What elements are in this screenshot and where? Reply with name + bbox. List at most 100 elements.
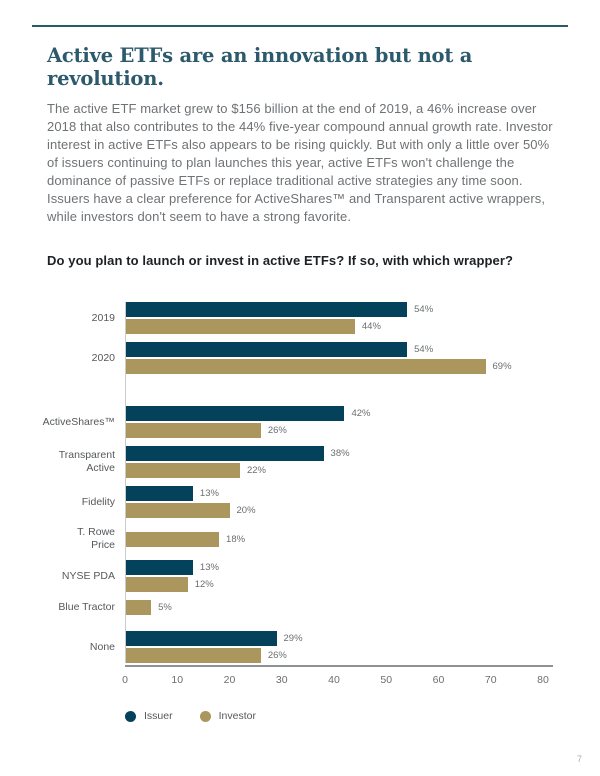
bar-investor	[125, 359, 486, 374]
x-tick-label: 20	[223, 674, 236, 686]
bar-value-label: 18%	[226, 533, 246, 545]
bar-line: 22%	[125, 463, 560, 478]
chart-row: Blue Tractor 5%	[37, 600, 560, 615]
bar-issuer	[125, 631, 277, 646]
bar-issuer	[125, 486, 193, 501]
chart-row: 2020 54% 69%	[37, 342, 560, 374]
bar-group: 18%	[125, 531, 560, 547]
chart-question: Do you plan to launch or invest in activ…	[47, 253, 514, 268]
bar-group: 54% 69%	[125, 342, 560, 374]
y-axis-line	[125, 302, 126, 663]
bar-value-label: 42%	[351, 408, 371, 419]
bar-investor	[125, 648, 261, 663]
category-label: ActiveShares™	[42, 415, 115, 428]
chart-plot-area: 2019 54% 44% 2020 54% 69% ActiveShares™ 42% 26% T…	[37, 302, 560, 663]
legend-swatch-icon	[125, 710, 136, 722]
bar-value-label: 38%	[330, 448, 350, 459]
legend-swatch-icon	[199, 710, 211, 722]
bar-value-label: 13%	[199, 488, 219, 499]
bar-group: 54% 44%	[125, 302, 560, 334]
bar-value-label: 54%	[414, 344, 434, 355]
bar-value-label: 13%	[199, 562, 219, 573]
chart-row: ActiveShares™ 42% 26%	[37, 406, 560, 438]
bar-value-label: 54%	[414, 304, 434, 315]
bar-investor	[125, 600, 152, 615]
bar-line: 54%	[125, 342, 560, 357]
bar-line: 26%	[125, 648, 560, 663]
bar-value-label: 69%	[492, 361, 512, 372]
bar-investor	[125, 319, 355, 334]
bar-chart: 2019 54% 44% 2020 54% 69% ActiveShares™ 42% 26% T…	[37, 302, 560, 722]
bar-line: 13%	[125, 486, 560, 501]
bar-line: 5%	[125, 600, 560, 615]
bar-line: 69%	[125, 359, 560, 374]
bar-line: 13%	[125, 560, 560, 575]
bar-issuer	[125, 446, 324, 461]
bar-issuer	[125, 342, 408, 357]
bar-line: 29%	[125, 631, 560, 646]
chart-row: NYSE PDA 13% 12%	[37, 560, 560, 592]
x-tick-label: 60	[432, 674, 445, 686]
page-title: Active ETFs are an innovation but not a …	[47, 44, 473, 90]
x-tick-label: 10	[171, 674, 184, 686]
bar-issuer	[125, 302, 408, 317]
bar-group: 13% 20%	[125, 486, 560, 518]
category-label: Transparent Active	[58, 449, 115, 474]
bar-investor	[125, 577, 188, 592]
x-tick-label: 30	[275, 674, 288, 686]
page-number: 7	[576, 754, 582, 764]
chart-row: None 29% 26%	[37, 631, 560, 663]
bar-value-label: 5%	[158, 602, 172, 613]
bar-value-label: 26%	[267, 425, 287, 436]
bar-issuer	[125, 560, 193, 575]
chart-row: Fidelity 13% 20%	[37, 486, 560, 518]
bar-line: 20%	[125, 503, 560, 518]
bar-group: 13% 12%	[125, 560, 560, 592]
bar-line: 26%	[125, 423, 560, 438]
bar-group: 38% 22%	[125, 446, 560, 478]
bar-line: 54%	[125, 302, 560, 317]
legend-item-issuer: Issuer	[125, 710, 173, 722]
category-label: 2020	[91, 351, 115, 364]
page-content: Active ETFs are an innovation but not a …	[37, 44, 560, 722]
top-accent-rule	[32, 25, 568, 27]
bar-investor	[125, 463, 240, 478]
legend-item-investor: Investor	[199, 710, 256, 722]
x-tick-label: 50	[380, 674, 393, 686]
bar-value-label: 20%	[236, 505, 256, 516]
category-label: 2019	[91, 311, 115, 324]
body-paragraph: The active ETF market grew to $156 billi…	[47, 101, 553, 224]
category-label: T. Rowe Price	[77, 526, 115, 551]
bar-investor	[125, 503, 230, 518]
chart-row: 2019 54% 44%	[37, 302, 560, 334]
category-label: Blue Tractor	[58, 601, 115, 613]
bar-value-label: 12%	[194, 579, 214, 590]
legend-label: Issuer	[144, 710, 173, 722]
x-axis-ticks: 0 10 20 30 40 50 60 70 80	[122, 674, 553, 687]
bar-value-label: 44%	[361, 321, 381, 332]
bar-group: 29% 26%	[125, 631, 560, 663]
bar-line: 42%	[125, 406, 560, 421]
bar-value-label: 29%	[283, 633, 303, 644]
bar-issuer	[125, 406, 345, 421]
category-label: None	[89, 640, 115, 653]
chart-legend: Issuer Investor	[125, 710, 560, 722]
x-tick-label: 0	[122, 674, 128, 686]
category-label: Fidelity	[81, 495, 115, 508]
category-label: NYSE PDA	[61, 569, 115, 582]
chart-row: T. Rowe Price 18%	[37, 526, 560, 552]
x-tick-label: 70	[484, 674, 497, 686]
bar-investor	[125, 423, 261, 438]
bar-investor	[125, 531, 220, 547]
bar-line: 12%	[125, 577, 560, 592]
chart-row: Transparent Active 38% 22%	[37, 446, 560, 478]
x-tick-label: 40	[328, 674, 340, 686]
bar-group: 42% 26%	[125, 406, 560, 438]
x-tick-label: 80	[537, 674, 549, 686]
bar-line: 38%	[125, 446, 560, 461]
bar-value-label: 22%	[246, 465, 266, 476]
bar-line: 18%	[125, 531, 560, 547]
bar-group: 5%	[125, 600, 560, 615]
bar-line: 44%	[125, 319, 560, 334]
chart-rows: 2019 54% 44% 2020 54% 69% ActiveShares™ 42% 26% T…	[37, 302, 560, 663]
